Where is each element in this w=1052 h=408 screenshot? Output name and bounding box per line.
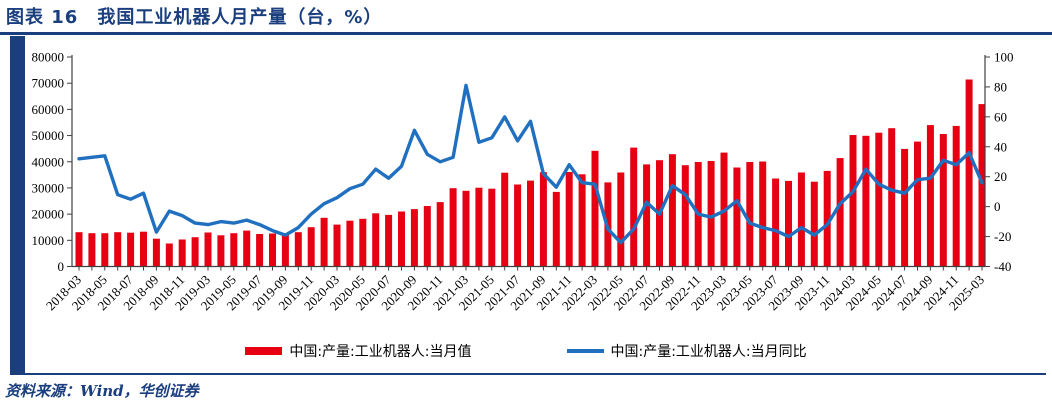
- bar-series-swatch: [245, 347, 283, 355]
- bar: [488, 188, 496, 267]
- data-source: 资料来源：Wind，华创证券: [5, 382, 199, 400]
- bar: [165, 243, 173, 267]
- bar: [823, 170, 831, 267]
- bar: [333, 224, 341, 267]
- bar: [733, 167, 741, 267]
- left-axis-label: 30000: [32, 180, 65, 195]
- chart-legend: 中国:产量:工业机器人:当月值 中国:产量:工业机器人:当月同比: [0, 340, 1052, 362]
- left-axis-label: 60000: [32, 102, 65, 117]
- bar: [436, 202, 444, 267]
- bar: [565, 172, 573, 267]
- bar: [101, 233, 109, 267]
- figure-title: 图表 16 我国工业机器人月产量（台，%）: [6, 7, 383, 28]
- bar: [978, 104, 986, 267]
- bar: [127, 232, 135, 267]
- bar: [862, 135, 870, 267]
- bar: [152, 238, 160, 267]
- bar: [204, 232, 212, 267]
- bar: [914, 141, 921, 267]
- left-axis-label: 20000: [32, 207, 65, 222]
- bar: [410, 209, 418, 267]
- left-axis-label: 10000: [32, 233, 65, 248]
- bar: [114, 232, 122, 267]
- bar: [952, 125, 960, 267]
- bar: [527, 180, 534, 267]
- right-axis-label: 80: [994, 79, 1007, 94]
- right-axis-label: 0: [994, 199, 1001, 214]
- bar: [385, 214, 393, 267]
- figure-bottom-rule: [10, 373, 1046, 375]
- bar: [668, 154, 676, 267]
- bar: [901, 148, 909, 267]
- bar: [359, 218, 367, 267]
- bar: [785, 180, 792, 267]
- bar: [398, 211, 405, 267]
- bar: [372, 213, 380, 267]
- bar: [810, 181, 818, 267]
- bar: [475, 187, 483, 267]
- bar: [759, 161, 767, 267]
- right-axis-label: -20: [994, 229, 1011, 244]
- bar: [75, 232, 83, 267]
- bar: [552, 191, 560, 267]
- bar: [462, 190, 470, 267]
- bar: [178, 239, 186, 267]
- bar: [630, 147, 638, 267]
- bar: [501, 172, 509, 267]
- left-axis-label: 80000: [32, 50, 65, 65]
- bar: [836, 158, 844, 267]
- left-axis-label: 0: [58, 259, 65, 274]
- left-accent-bar: [10, 36, 25, 374]
- right-axis-label: 20: [994, 169, 1007, 184]
- bar: [230, 233, 238, 267]
- left-axis-label: 50000: [32, 128, 65, 143]
- bar: [423, 206, 431, 267]
- left-axis-label: 40000: [32, 154, 65, 169]
- bar: [269, 233, 276, 267]
- legend-item-yoy: 中国:产量:工业机器人:当月同比: [566, 341, 807, 361]
- left-axis-label: 70000: [32, 76, 65, 91]
- bar: [926, 125, 934, 267]
- bar: [643, 164, 651, 267]
- bar: [281, 233, 289, 267]
- bar: [88, 233, 96, 267]
- line-series-swatch: [566, 349, 604, 353]
- right-axis-label: 100: [994, 50, 1014, 65]
- bar: [772, 178, 780, 267]
- bar: [888, 128, 896, 267]
- bar: [320, 217, 328, 267]
- bar: [346, 220, 354, 267]
- bar: [294, 232, 302, 267]
- right-axis-label: 60: [994, 109, 1007, 124]
- bar: [140, 231, 147, 267]
- bar-series-label: 中国:产量:工业机器人:当月值: [289, 344, 472, 360]
- bar: [591, 150, 599, 267]
- bar: [965, 79, 973, 267]
- yoy-line: [77, 83, 984, 245]
- bar: [707, 161, 715, 267]
- bar: [578, 174, 586, 267]
- right-axis-label: -40: [994, 259, 1011, 274]
- bar: [514, 184, 522, 267]
- bar: [849, 135, 857, 267]
- right-axis-label: 40: [994, 139, 1007, 154]
- bar: [449, 188, 457, 267]
- bar: [875, 132, 883, 267]
- bar: [307, 227, 315, 267]
- bar: [539, 172, 547, 267]
- bar: [939, 134, 947, 267]
- bar: [681, 165, 689, 267]
- line-series-label: 中国:产量:工业机器人:当月同比: [610, 344, 807, 360]
- bar: [243, 230, 251, 267]
- bar: [217, 235, 225, 267]
- bar: [746, 162, 754, 267]
- bar: [797, 172, 805, 267]
- bar: [191, 237, 199, 267]
- title-underline: [0, 32, 1052, 35]
- bar: [617, 172, 625, 267]
- legend-item-production: 中国:产量:工业机器人:当月值: [245, 341, 472, 361]
- bar: [256, 234, 264, 267]
